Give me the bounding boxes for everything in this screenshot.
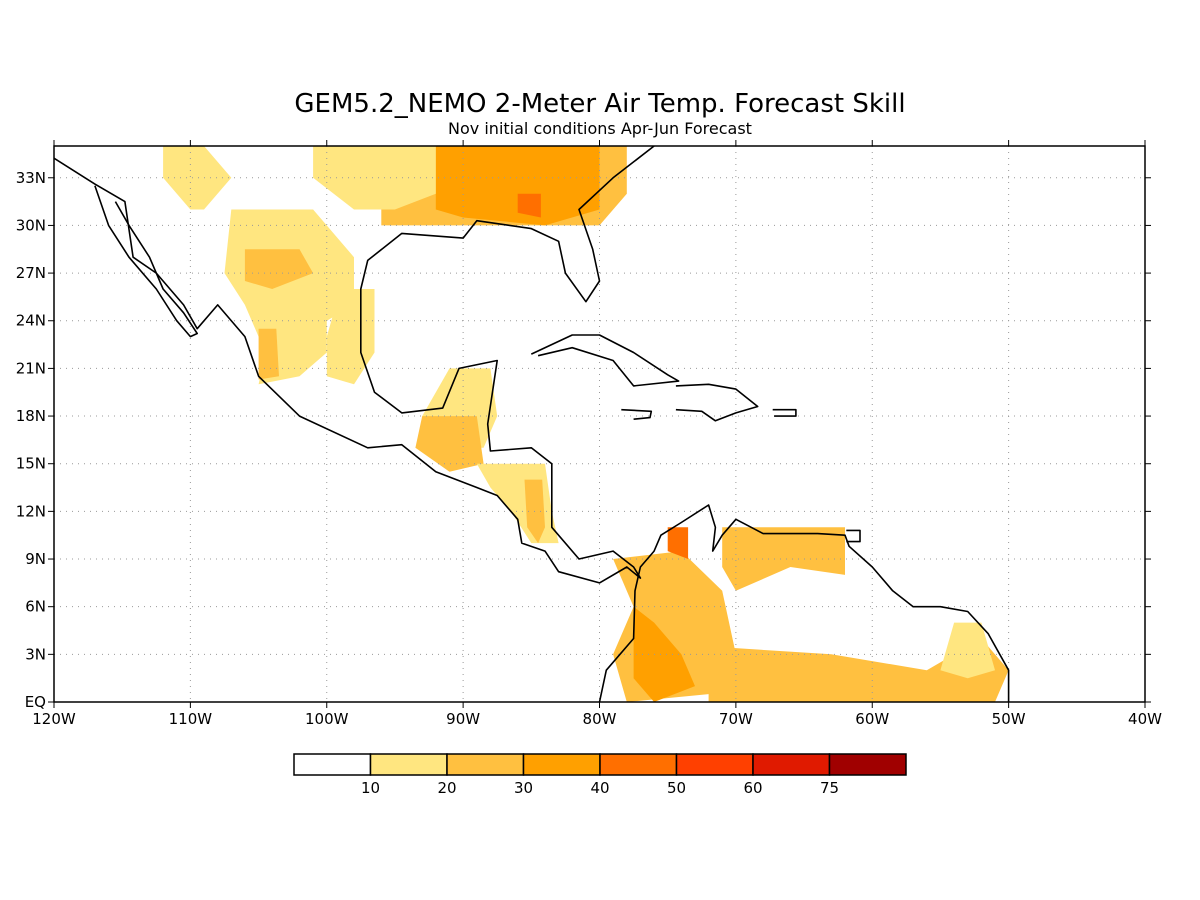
skill-region-texas-north — [313, 146, 436, 210]
x-tick-label: 40W — [1128, 710, 1162, 728]
colorbar-swatch — [369, 753, 448, 776]
map-frame — [53, 145, 1146, 703]
x-tick-label: 60W — [855, 710, 889, 728]
colorbar-label: 60 — [743, 779, 762, 797]
y-tick-label: 21N — [16, 359, 46, 377]
skill-region-amazon-north — [708, 638, 1009, 702]
y-tick-label: 9N — [25, 550, 46, 568]
map-title: GEM5.2_NEMO 2-Meter Air Temp. Forecast S… — [294, 89, 905, 119]
colorbar-swatch — [675, 753, 754, 776]
coastline-layer — [54, 146, 1010, 702]
skill-region-colombia-north-hot — [667, 527, 689, 559]
skill-region-guatemala — [415, 416, 484, 472]
skill-region-north-mexico-core — [244, 249, 314, 289]
x-tick-label: 70W — [719, 710, 753, 728]
x-tick-label: 50W — [992, 710, 1026, 728]
colorbar: 10 20 30 40 50 60 75 — [293, 753, 907, 797]
coastline-north-america — [54, 146, 655, 584]
y-tick-label: 33N — [16, 169, 46, 187]
coastline-cuba — [530, 334, 680, 387]
colorbar-swatch — [446, 753, 525, 776]
colorbar-label: 40 — [590, 779, 609, 797]
coastline-trinidad — [846, 529, 861, 543]
skill-region-east-mexico — [326, 289, 375, 385]
colorbar-label: 75 — [820, 779, 839, 797]
coastline-puerto-rico — [772, 408, 797, 417]
colorbar-swatch — [752, 753, 831, 776]
colorbar-swatch — [522, 753, 601, 776]
skill-region-nw-mexico-strip — [163, 146, 232, 210]
latitude-axis: EQ 3N 6N 9N 12N 15N 18N 21N 24N 27N 30N 33N — [16, 169, 1151, 711]
x-tick-label: 90W — [446, 710, 480, 728]
skill-region-colombia-core — [633, 606, 695, 702]
graticule — [54, 146, 1145, 702]
y-tick-label: 18N — [16, 407, 46, 425]
y-tick-label: 15N — [16, 455, 46, 473]
colorbar-label: 20 — [437, 779, 456, 797]
x-tick-label: 120W — [32, 710, 76, 728]
colorbar-swatch — [293, 753, 372, 776]
coastline-south-america — [598, 504, 1010, 702]
skill-region-guiana-east — [940, 622, 995, 679]
coastline-baja-california — [94, 185, 198, 338]
x-tick-label: 110W — [169, 710, 213, 728]
colorbar-swatch — [828, 753, 907, 776]
skill-shading-layer — [163, 146, 1009, 702]
colorbar-swatch — [599, 753, 678, 776]
skill-region-western-mexico — [258, 328, 279, 380]
longitude-axis: 120W 110W 100W 90W 80W 70W 60W 50W 40W — [32, 140, 1162, 728]
skill-region-southeast-us-core — [435, 146, 600, 226]
colorbar-label: 10 — [361, 779, 380, 797]
skill-region-venezuela-north — [722, 527, 845, 591]
coastline-hispaniola — [675, 383, 759, 422]
y-tick-label: EQ — [25, 693, 46, 711]
y-tick-label: 24N — [16, 312, 46, 330]
colorbar-label: 30 — [514, 779, 533, 797]
y-tick-label: 3N — [25, 645, 46, 663]
y-tick-label: 12N — [16, 502, 46, 520]
x-tick-label: 100W — [305, 710, 349, 728]
map-subtitle: Nov initial conditions Apr-Jun Forecast — [448, 119, 752, 138]
skill-region-central-america — [476, 463, 559, 544]
x-tick-label: 80W — [583, 710, 617, 728]
y-tick-label: 30N — [16, 216, 46, 234]
skill-region-georgia-hotspot — [517, 193, 541, 218]
coastline-jamaica — [621, 408, 653, 420]
colorbar-label: 50 — [667, 779, 686, 797]
y-tick-label: 6N — [25, 598, 46, 616]
y-tick-label: 27N — [16, 264, 46, 282]
